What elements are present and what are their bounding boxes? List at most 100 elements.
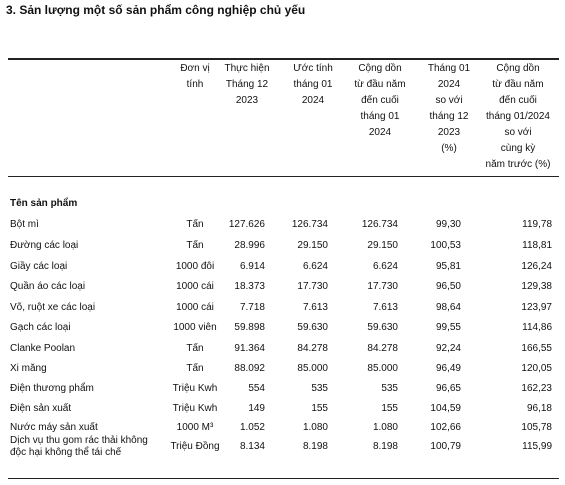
cell-value: 535 <box>311 383 328 394</box>
header-text: 2023 <box>235 95 259 106</box>
row-name: Quần áo các loại <box>10 281 86 292</box>
cell-value: 102,66 <box>430 422 461 433</box>
row-name: Đường các loại <box>10 240 79 251</box>
unit: 1000 M³ <box>176 422 214 433</box>
unit: 1000 viên <box>173 322 217 333</box>
cell-value: 126.734 <box>361 219 398 230</box>
cell-value: 166,55 <box>521 343 552 354</box>
cell-value: 84.278 <box>297 343 328 354</box>
unit: Tấn <box>186 363 204 374</box>
rule <box>8 176 559 177</box>
row-name: Dịch vụ thu gom rác thải không <box>10 435 148 446</box>
row-name: Bột mì <box>10 219 39 230</box>
cell-value: 155 <box>381 403 398 414</box>
header-text: tháng 01 <box>360 111 400 122</box>
cell-value: 6.624 <box>302 261 328 272</box>
header-text: đến cuối <box>361 95 399 106</box>
cell-value: 91.364 <box>234 343 265 354</box>
header-text: tính <box>186 79 204 90</box>
row-name: Clanke Poolan <box>10 343 76 354</box>
cell-value: 1.080 <box>302 422 328 433</box>
cell-value: 92,24 <box>435 343 461 354</box>
section-label: Tên sản phẩm <box>10 198 78 209</box>
header-text: (%) <box>441 143 457 154</box>
cell-value: 85.000 <box>297 363 328 374</box>
cell-value: 8.134 <box>239 441 265 452</box>
cell-value: 6.914 <box>239 261 265 272</box>
cell-value: 59.630 <box>367 322 398 333</box>
cell-value: 99,55 <box>435 322 461 333</box>
cell-value: 1.052 <box>239 422 265 433</box>
cell-value: 126.734 <box>291 219 328 230</box>
header-text: 2024 <box>368 127 392 138</box>
cell-value: 85.000 <box>367 363 398 374</box>
cell-value: 29.150 <box>297 240 328 251</box>
header-text: so với <box>435 95 463 106</box>
unit: Triệu Kwh <box>172 403 218 414</box>
cell-value: 100,79 <box>430 441 461 452</box>
rule <box>8 58 559 60</box>
unit: 1000 cái <box>176 302 214 313</box>
header-text: đến cuối <box>499 95 537 106</box>
header-text: năm trước (%) <box>485 159 551 170</box>
cell-value: 99,30 <box>435 219 461 230</box>
cell-value: 96,50 <box>435 281 461 292</box>
header-text: Đơn vị <box>180 63 210 74</box>
header-text: cùng kỳ <box>500 143 536 154</box>
cell-value: 1.080 <box>372 422 398 433</box>
cell-value: 149 <box>248 403 265 414</box>
header-text: 2024 <box>437 79 461 90</box>
header-text: Tháng 12 <box>225 79 269 90</box>
header-text: Cộng dồn <box>496 63 540 74</box>
cell-value: 105,78 <box>521 422 552 433</box>
header-text: từ đầu năm <box>492 79 544 90</box>
cell-value: 119,78 <box>522 219 552 230</box>
cell-value: 96,65 <box>435 383 461 394</box>
title: 3. Sản lượng một số sản phẩm công nghiệp… <box>6 3 306 17</box>
cell-value: 8.198 <box>302 441 328 452</box>
cell-value: 96,18 <box>526 403 552 414</box>
cell-value: 104,59 <box>430 403 461 414</box>
row-name: Gạch các loại <box>10 322 71 333</box>
cell-value: 7.718 <box>239 302 265 313</box>
cell-value: 29.150 <box>367 240 398 251</box>
row-name: Điện thương phẩm <box>10 383 94 394</box>
cell-value: 129,38 <box>521 281 552 292</box>
cell-value: 98,64 <box>435 302 461 313</box>
cell-value: 127.626 <box>228 219 265 230</box>
header-text: Cộng dồn <box>358 63 402 74</box>
row-name: Giầy các loại <box>10 261 68 272</box>
cell-value: 17.730 <box>297 281 328 292</box>
unit: Tấn <box>186 219 204 230</box>
row-name: Điện sản xuất <box>10 403 72 414</box>
cell-value: 88.092 <box>234 363 265 374</box>
cell-value: 59.630 <box>297 322 328 333</box>
row-name: Xi măng <box>10 363 47 374</box>
row-name: độc hại không thể tái chế <box>10 447 122 458</box>
unit: Triệu Kwh <box>172 383 218 394</box>
cell-value: 118,81 <box>522 240 552 251</box>
header-text: 2024 <box>301 95 325 106</box>
header-text: tháng 12 <box>429 111 469 122</box>
cell-value: 535 <box>381 383 398 394</box>
cell-value: 59.898 <box>234 322 265 333</box>
header-text: Tháng 01 <box>427 63 471 74</box>
cell-value: 84.278 <box>367 343 398 354</box>
cell-value: 115,99 <box>522 441 552 452</box>
header-text: tháng 01 <box>293 79 333 90</box>
cell-value: 123,97 <box>521 302 552 313</box>
header-text: tháng 01/2024 <box>486 111 550 122</box>
cell-value: 28.996 <box>234 240 265 251</box>
cell-value: 114,86 <box>522 322 552 333</box>
header-text: 2023 <box>437 127 461 138</box>
cell-value: 96,49 <box>435 363 461 374</box>
cell-value: 126,24 <box>521 261 552 272</box>
cell-value: 7.613 <box>372 302 398 313</box>
unit: 1000 cái <box>176 281 214 292</box>
unit: Triệu Đồng <box>170 441 220 452</box>
unit: Tấn <box>186 240 204 251</box>
cell-value: 17.730 <box>367 281 398 292</box>
cell-value: 162,23 <box>521 383 552 394</box>
cell-value: 8.198 <box>372 441 398 452</box>
